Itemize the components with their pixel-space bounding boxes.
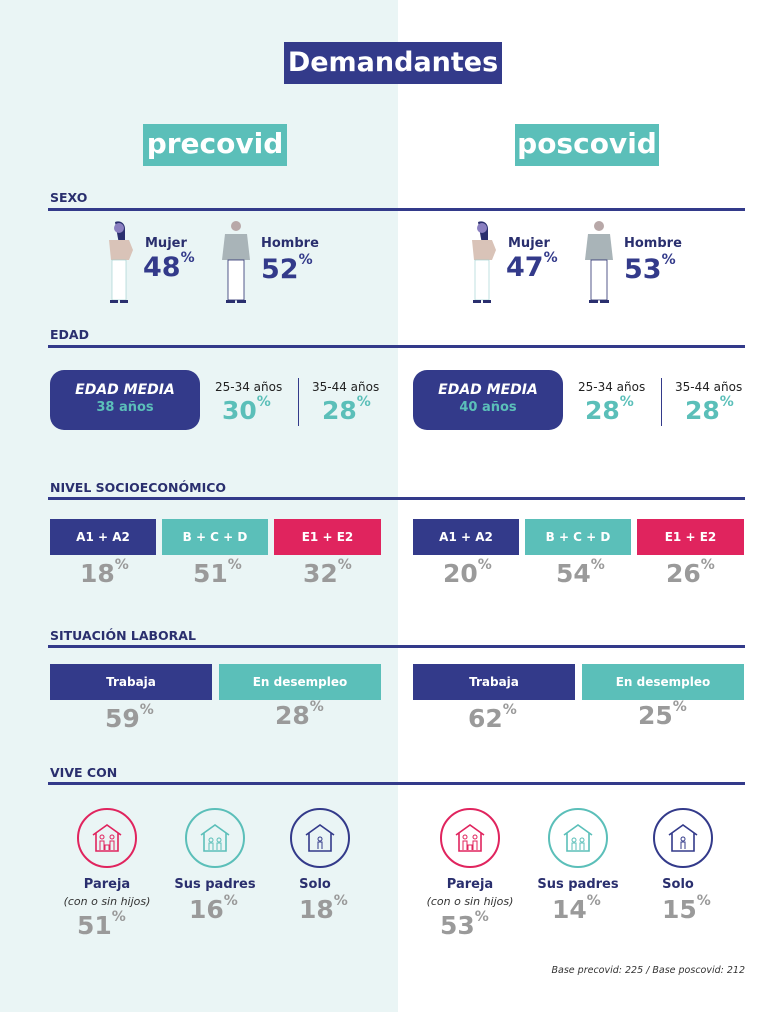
precovid-panel: Mujer 48% Hombre 52% EDAD MEDIA 38 años 2…	[0, 0, 381, 1012]
section-nse: NIVEL SOCIOECONÓMICO	[50, 480, 227, 495]
edad-media-card: EDAD MEDIA 40 años	[413, 370, 563, 430]
hombre-label: Hombre	[261, 236, 319, 251]
footnote: Base precovid: 225 / Base poscovid: 212	[551, 965, 745, 976]
solo-label: Solo	[662, 877, 694, 892]
nse-e1e2-box: E1 + E2	[637, 519, 744, 555]
desempleo-box: En desempleo	[582, 664, 744, 700]
padres-circle	[185, 808, 245, 868]
man-figure-icon	[583, 218, 615, 312]
padres-value: 14%	[552, 893, 601, 924]
mujer-value: 47%	[506, 250, 558, 283]
mujer-label: Mujer	[145, 236, 187, 251]
solo-circle	[290, 808, 350, 868]
trabaja-value: 62%	[468, 702, 517, 733]
nse-a1a2-value: 18%	[80, 557, 129, 588]
divider	[48, 782, 745, 785]
pareja-label: Pareja	[83, 877, 131, 892]
mujer-value: 48%	[143, 250, 195, 283]
solo-circle	[653, 808, 713, 868]
age-range-1-label: 25-34 años	[215, 380, 283, 394]
age-range-2-label: 35-44 años	[675, 380, 743, 394]
pareja-sublabel: (con o sin hijos)	[426, 895, 514, 908]
parents-house-icon	[563, 824, 593, 852]
hombre-label: Hombre	[624, 236, 682, 251]
desempleo-box: En desempleo	[219, 664, 381, 700]
poscovid-label: poscovid	[515, 124, 659, 166]
padres-circle	[548, 808, 608, 868]
pareja-circle	[440, 808, 500, 868]
edad-media-value: 38 años	[96, 400, 154, 415]
edad-media-label: EDAD MEDIA	[75, 382, 175, 398]
edad-media-label: EDAD MEDIA	[438, 382, 538, 398]
divider	[48, 497, 745, 500]
nse-bcd-value: 51%	[193, 557, 242, 588]
nse-a1a2-box: A1 + A2	[50, 519, 156, 555]
pareja-circle	[77, 808, 137, 868]
pareja-value: 51%	[77, 909, 126, 940]
section-laboral: SITUACIÓN LABORAL	[50, 628, 196, 643]
solo-value: 18%	[299, 893, 348, 924]
nse-e1e2-value: 26%	[666, 557, 715, 588]
man-figure-icon	[220, 218, 252, 312]
single-house-icon	[305, 824, 335, 852]
desempleo-value: 28%	[275, 699, 324, 730]
nse-bcd-box: B + C + D	[525, 519, 631, 555]
divider	[48, 208, 745, 211]
trabaja-value: 59%	[105, 702, 154, 733]
hombre-value: 53%	[624, 252, 676, 285]
family-house-icon	[92, 824, 122, 852]
age-range-1-value: 28%	[585, 394, 634, 425]
solo-label: Solo	[299, 877, 331, 892]
padres-value: 16%	[189, 893, 238, 924]
trabaja-box: Trabaja	[50, 664, 212, 700]
parents-house-icon	[200, 824, 230, 852]
age-range-2-value: 28%	[685, 394, 734, 425]
single-house-icon	[668, 824, 698, 852]
nse-e1e2-box: E1 + E2	[274, 519, 381, 555]
nse-e1e2-value: 32%	[303, 557, 352, 588]
divider	[48, 645, 745, 648]
nse-bcd-value: 54%	[556, 557, 605, 588]
pareja-value: 53%	[440, 909, 489, 940]
poscovid-panel: Mujer 47% Hombre 53% EDAD MEDIA 40 años 2…	[363, 0, 744, 1012]
trabaja-box: Trabaja	[413, 664, 575, 700]
family-house-icon	[455, 824, 485, 852]
divider	[298, 378, 299, 426]
edad-media-value: 40 años	[459, 400, 517, 415]
age-range-1-label: 25-34 años	[578, 380, 646, 394]
section-edad: EDAD	[50, 327, 89, 342]
age-range-2-value: 28%	[322, 394, 371, 425]
pareja-label: Pareja	[446, 877, 494, 892]
page-title: Demandantes	[284, 42, 502, 84]
padres-label: Sus padres	[174, 877, 256, 892]
hombre-value: 52%	[261, 252, 313, 285]
age-range-1-value: 30%	[222, 394, 271, 425]
nse-a1a2-value: 20%	[443, 557, 492, 588]
woman-figure-icon	[103, 220, 137, 312]
desempleo-value: 25%	[638, 699, 687, 730]
padres-label: Sus padres	[537, 877, 619, 892]
woman-figure-icon	[466, 220, 500, 312]
section-sexo: SEXO	[50, 190, 88, 205]
divider	[48, 345, 745, 348]
solo-value: 15%	[662, 893, 711, 924]
divider	[661, 378, 662, 426]
pareja-sublabel: (con o sin hijos)	[63, 895, 151, 908]
age-range-2-label: 35-44 años	[312, 380, 380, 394]
edad-media-card: EDAD MEDIA 38 años	[50, 370, 200, 430]
nse-a1a2-box: A1 + A2	[413, 519, 519, 555]
section-vive: VIVE CON	[50, 765, 118, 780]
nse-bcd-box: B + C + D	[162, 519, 268, 555]
mujer-label: Mujer	[508, 236, 550, 251]
precovid-label: precovid	[143, 124, 287, 166]
